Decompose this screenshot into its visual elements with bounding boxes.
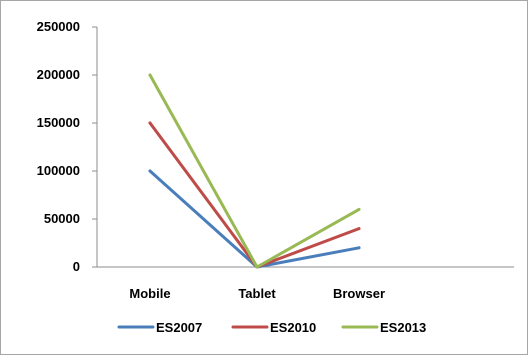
y-tick-label: 0 [73, 259, 80, 274]
legend-label-es2013: ES2013 [380, 320, 426, 335]
data-point-es2010 [148, 121, 152, 125]
y-tick-label: 100000 [37, 163, 80, 178]
series-line-es2010 [148, 121, 361, 269]
data-point-es2013 [357, 207, 361, 211]
data-point-es2010 [357, 227, 361, 231]
legend-label-es2010: ES2010 [270, 320, 316, 335]
x-tick-label: Browser [333, 286, 385, 301]
y-tick-label: 250000 [37, 19, 80, 34]
y-tick-label: 150000 [37, 115, 80, 130]
x-tick-label: Mobile [129, 286, 170, 301]
legend: ES2007 ES2010 ES2013 [117, 320, 426, 335]
data-point-es2013 [148, 73, 152, 77]
y-tick-label: 200000 [37, 67, 80, 82]
data-point-es2013 [255, 265, 259, 269]
legend-label-es2007: ES2007 [156, 320, 202, 335]
series-lines [148, 73, 361, 269]
data-point-es2007 [357, 246, 361, 250]
x-tick-label: Tablet [238, 286, 276, 301]
series-line-es2007 [148, 169, 361, 269]
y-axis-ticks: 250000 200000 150000 100000 50000 0 [37, 19, 97, 274]
y-tick-label: 50000 [44, 211, 80, 226]
x-axis-ticks: Mobile Tablet Browser [129, 286, 385, 301]
series-line-es2013 [148, 73, 361, 269]
data-point-es2007 [148, 169, 152, 173]
